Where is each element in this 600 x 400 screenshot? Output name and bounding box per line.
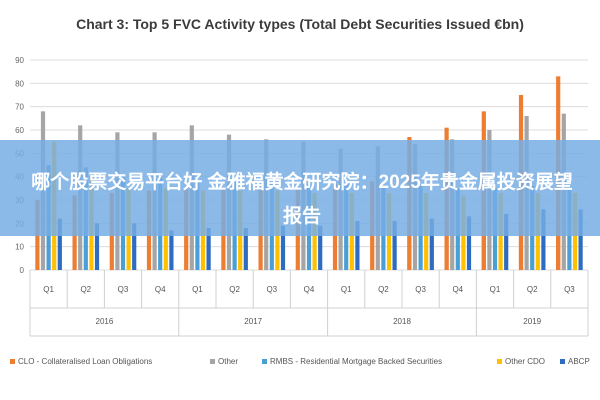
x-tick-label: Q2 bbox=[80, 285, 91, 294]
legend-label-other: Other bbox=[218, 356, 239, 366]
legend-item-clo: CLO - Collateralised Loan Obligations bbox=[10, 354, 152, 368]
legend-item-other: Other bbox=[210, 354, 238, 368]
x-tick-label: Q2 bbox=[527, 285, 538, 294]
x-tick-label: Q4 bbox=[155, 285, 166, 294]
legend-label-abcp: ABCP bbox=[568, 356, 590, 366]
bar bbox=[57, 218, 62, 270]
legend-swatch-other-cdo bbox=[497, 358, 502, 364]
bar bbox=[504, 214, 509, 270]
x-tick-label: Q1 bbox=[43, 285, 54, 294]
overlay-banner bbox=[0, 140, 600, 236]
legend-item-abcp: ABCP bbox=[560, 354, 590, 368]
y-tick-label: 10 bbox=[15, 243, 24, 252]
chart-legend: CLO - Collateralised Loan Obligations Ot… bbox=[10, 354, 595, 368]
x-tick-label: Q3 bbox=[118, 285, 129, 294]
x-tick-label: Q1 bbox=[341, 285, 352, 294]
legend-swatch-clo bbox=[10, 358, 15, 364]
bar bbox=[280, 225, 286, 270]
y-tick-label: 60 bbox=[15, 126, 24, 135]
year-label: 2017 bbox=[244, 317, 262, 326]
bar bbox=[243, 228, 248, 270]
bar bbox=[206, 228, 211, 270]
legend-swatch-other bbox=[210, 358, 215, 364]
x-tick-label: Q4 bbox=[304, 285, 315, 294]
x-tick-label: Q2 bbox=[229, 285, 240, 294]
x-tick-label: Q1 bbox=[490, 285, 501, 294]
bar bbox=[169, 230, 174, 270]
bar bbox=[466, 216, 472, 270]
bar bbox=[318, 225, 323, 270]
y-tick-label: 0 bbox=[20, 266, 25, 275]
overlay-ad-text[interactable]: 哪个股票交易平台好 金雅福黄金研究院：2025年贵金属投资展望报告 bbox=[31, 172, 573, 227]
y-tick-label: 80 bbox=[15, 79, 24, 88]
year-label: 2019 bbox=[523, 317, 541, 326]
x-tick-label: Q2 bbox=[378, 285, 389, 294]
bar bbox=[541, 209, 546, 270]
bar bbox=[132, 223, 137, 270]
x-tick-label: Q3 bbox=[266, 285, 277, 294]
year-label: 2016 bbox=[96, 317, 114, 326]
bar bbox=[355, 221, 360, 270]
bar bbox=[392, 221, 397, 270]
bar bbox=[429, 218, 434, 270]
legend-swatch-abcp bbox=[560, 358, 565, 364]
legend-label-other-cdo: Other CDO bbox=[505, 356, 546, 366]
year-label: 2018 bbox=[393, 317, 411, 326]
legend-item-other-cdo: Other CDO bbox=[497, 354, 545, 368]
x-tick-label: Q3 bbox=[564, 285, 575, 294]
bar bbox=[578, 209, 583, 270]
y-tick-label: 70 bbox=[15, 103, 24, 112]
legend-label-clo: CLO - Collateralised Loan Obligations bbox=[18, 356, 153, 366]
x-tick-label: Q1 bbox=[192, 285, 203, 294]
legend-item-rmbs: RMBS - Residential Mortgage Backed Secur… bbox=[262, 354, 442, 368]
chart-title: Chart 3: Top 5 FVC Activity types (Total… bbox=[76, 16, 524, 32]
x-tick-label: Q3 bbox=[415, 285, 426, 294]
legend-swatch-rmbs bbox=[262, 358, 267, 364]
y-tick-label: 90 bbox=[15, 56, 24, 65]
x-tick-label: Q4 bbox=[452, 285, 463, 294]
legend-label-rmbs: RMBS - Residential Mortgage Backed Secur… bbox=[270, 356, 443, 366]
bar bbox=[94, 223, 100, 270]
